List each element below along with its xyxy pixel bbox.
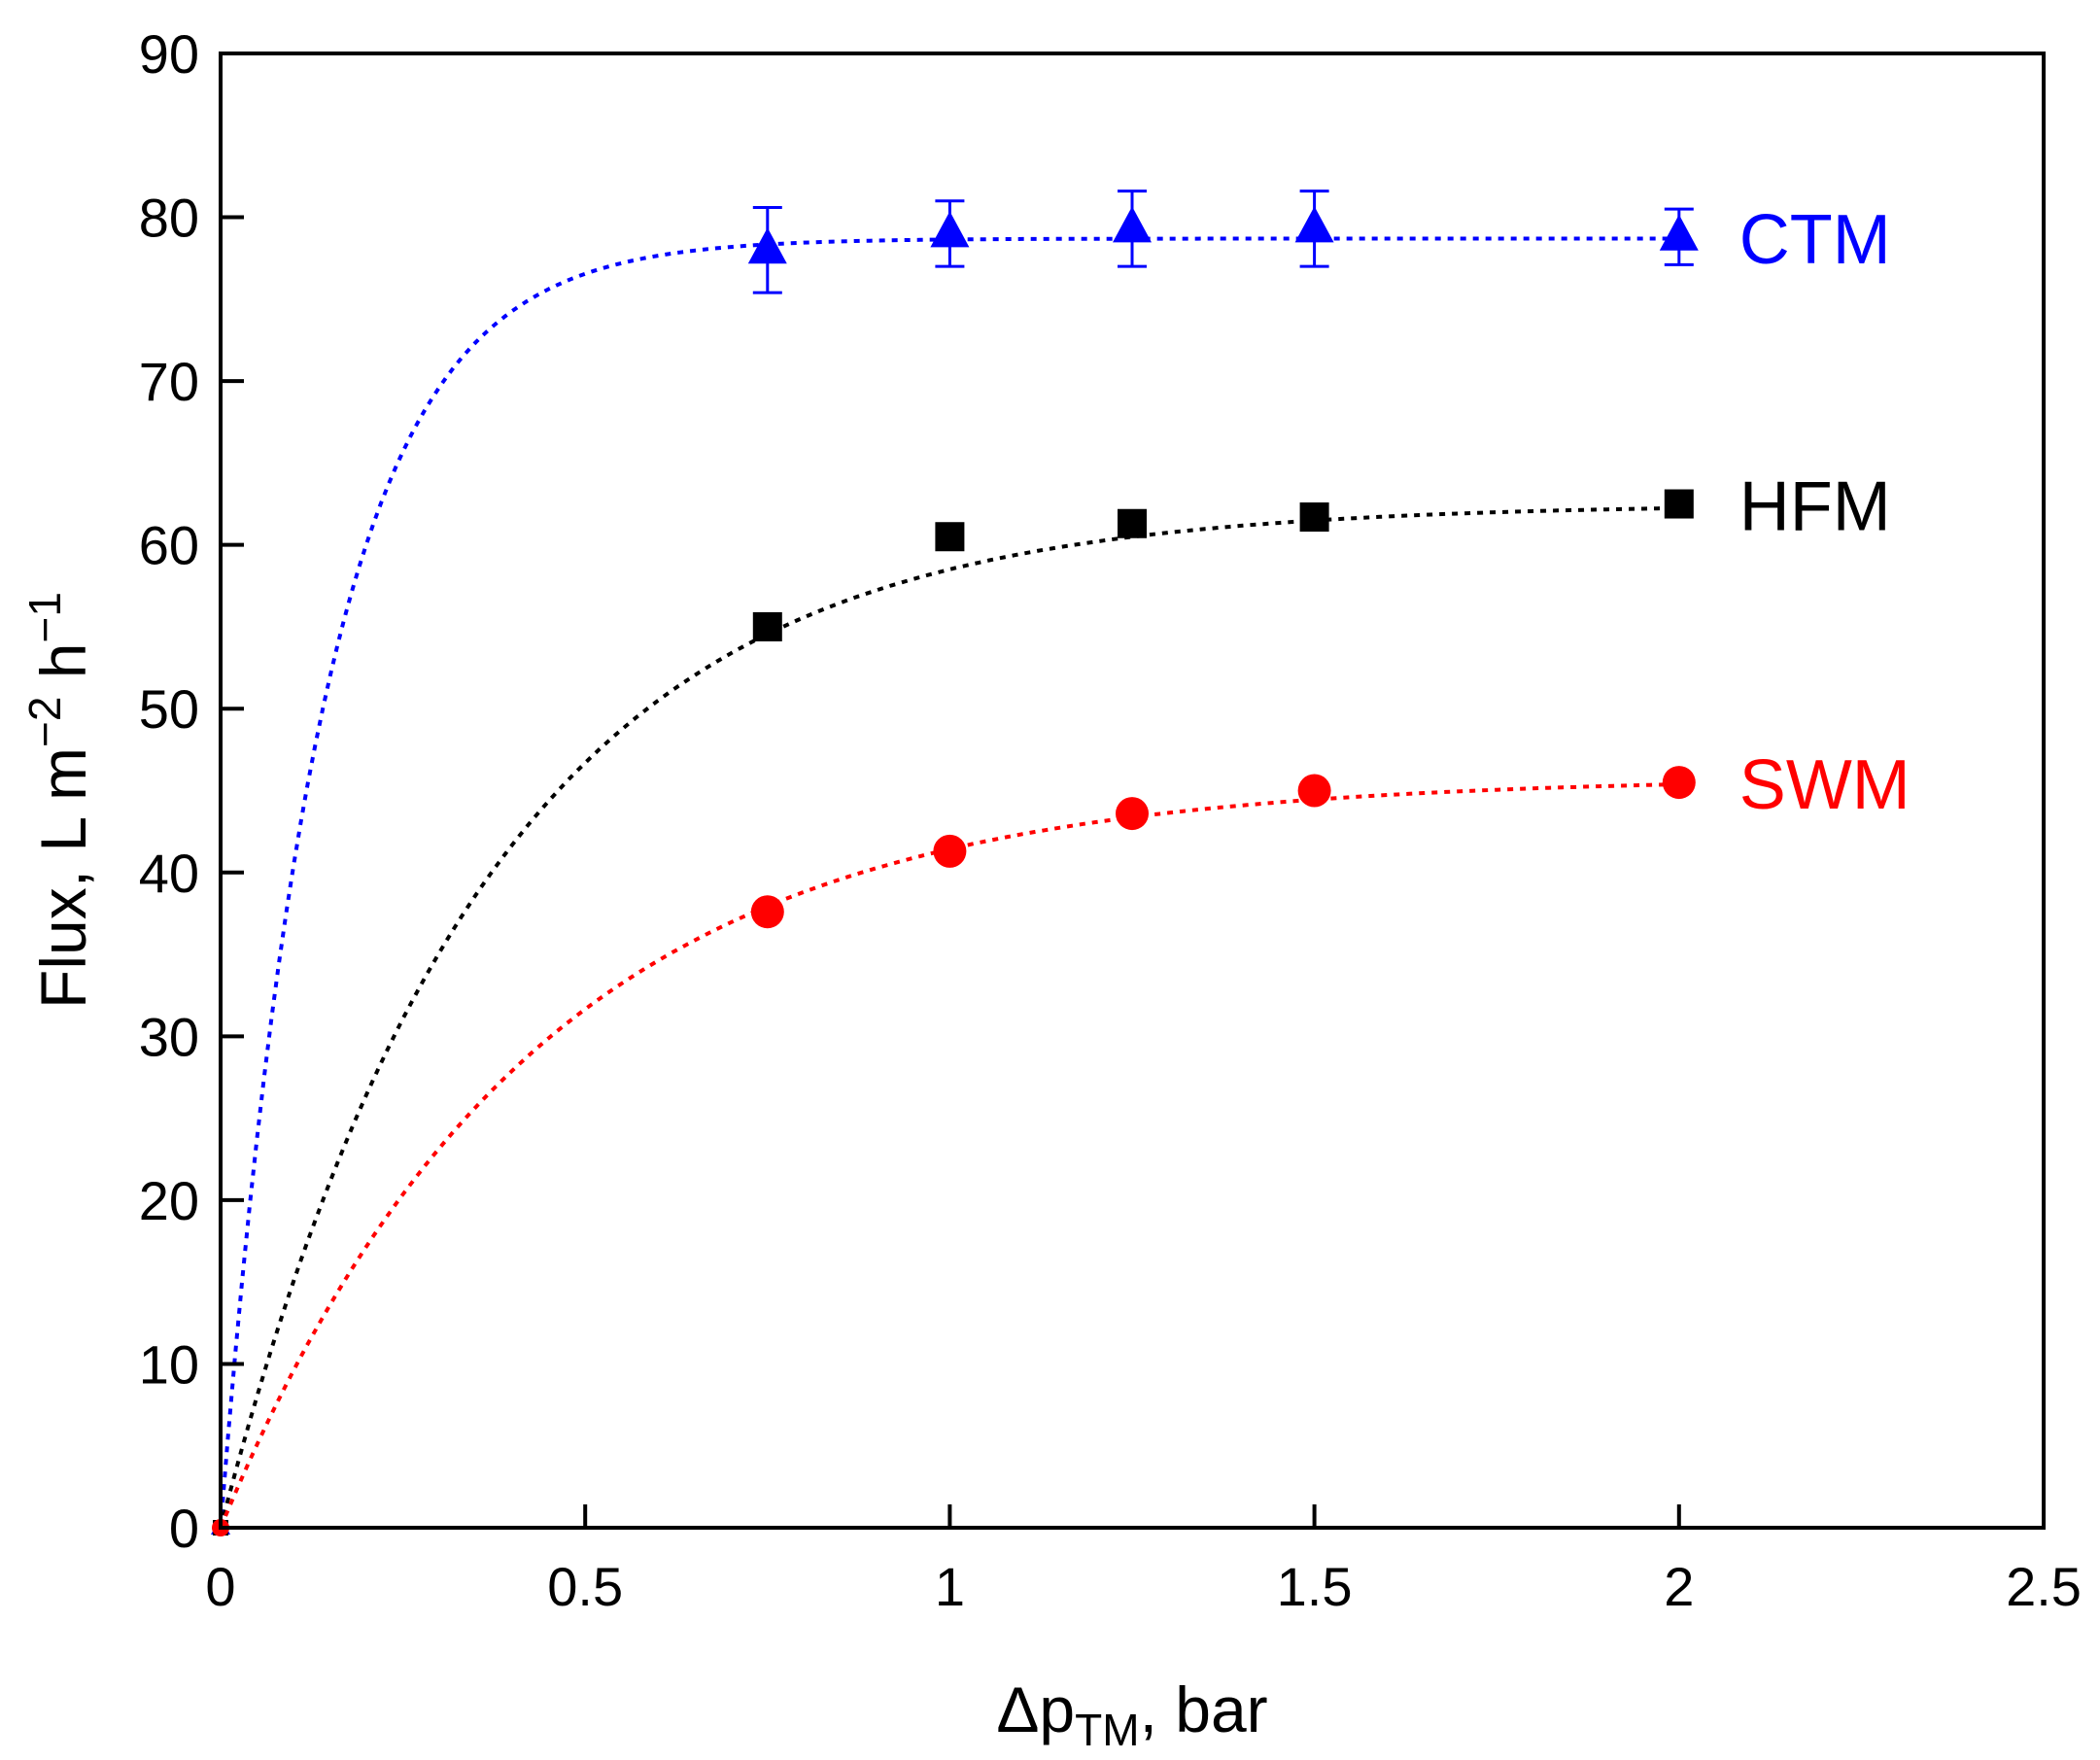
y-tick-label: 30 [139,1006,199,1067]
swm-point [1662,766,1696,800]
ctm-fit-curve [219,236,1679,1529]
y-tick-label: 0 [169,1498,199,1559]
plot-frame [219,52,2046,1530]
data-markers [211,206,1699,1536]
swm-point [933,834,967,868]
hfm-point [935,522,965,552]
series-labels: CTM HFM SWM [1739,201,1911,824]
x-tick-label: 2 [1664,1556,1694,1617]
x-axis-ticks: 0 0.5 1 1.5 2 2.5 [205,1504,2082,1617]
fit-curves [219,236,1679,1529]
ctm-series-label: CTM [1739,201,1891,279]
y-tick-label: 60 [139,515,199,576]
swm-point [1116,797,1149,831]
y-tick-label: 70 [139,351,199,412]
x-tick-label: 2.5 [2006,1556,2082,1617]
y-axis-title: Flux, L m−2 h−1 [19,592,99,1009]
hfm-point [752,611,782,641]
y-tick-label: 10 [139,1333,199,1395]
x-tick-label: 0.5 [547,1556,623,1617]
y-tick-label: 80 [139,188,199,249]
y-tick-label: 50 [139,678,199,740]
ctm-point [930,211,970,248]
ctm-point [747,227,787,264]
y-tick-label: 20 [139,1170,199,1231]
ctm-point [1659,214,1699,251]
ctm-point [1113,206,1152,243]
swm-point [750,895,784,929]
hfm-point [1299,502,1329,533]
x-tick-label: 1.5 [1277,1556,1353,1617]
x-tick-label: 1 [935,1556,965,1617]
x-axis-title: ΔpTM, bar [996,1674,1267,1755]
y-tick-label: 90 [139,23,199,85]
y-axis-ticks: 0 10 20 30 40 50 60 70 80 90 [139,23,244,1559]
ctm-point [1294,206,1334,243]
hfm-series-label: HFM [1739,468,1891,546]
swm-point [1297,774,1331,808]
hfm-point [1664,489,1694,519]
y-tick-label: 40 [139,843,199,904]
swm-series-label: SWM [1739,746,1911,824]
hfm-point [1118,508,1147,538]
hfm-fit-curve [219,505,1679,1529]
x-tick-label: 0 [205,1556,235,1617]
swm-fit-curve [219,782,1679,1529]
